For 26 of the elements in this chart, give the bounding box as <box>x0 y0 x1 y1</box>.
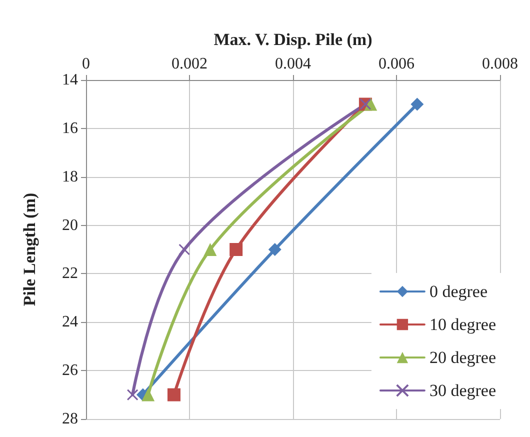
y-tick-label: 28 <box>62 410 78 428</box>
y-tick-label: 20 <box>62 216 78 234</box>
legend-label: 20 degree <box>429 348 496 367</box>
x-tick-label: 0.006 <box>378 56 414 72</box>
point <box>126 389 138 401</box>
legend-label: 10 degree <box>429 315 496 334</box>
x-axis-title: Max. V. Disp. Pile (m) <box>214 30 372 49</box>
y-tick-label: 14 <box>62 72 78 88</box>
y-tick-label: 26 <box>62 362 78 380</box>
point <box>268 243 282 256</box>
legend-label: 0 degree <box>429 282 488 301</box>
point <box>142 388 155 402</box>
y-tick-label: 16 <box>62 120 78 137</box>
point <box>230 243 243 256</box>
point <box>410 98 424 111</box>
y-axis-title: Pile Length (m) <box>20 192 39 306</box>
point <box>167 388 180 402</box>
x-tick-label: 0.004 <box>275 56 311 72</box>
x-tick-label: 0.002 <box>172 56 208 72</box>
y-tick-label: 24 <box>62 314 78 331</box>
point <box>204 243 217 256</box>
y-tick-label: 18 <box>62 168 78 186</box>
y-tick-label: 22 <box>62 265 78 282</box>
legend-label: 30 degree <box>429 381 496 400</box>
x-tick-label: 0.008 <box>482 56 518 72</box>
x-tick-label: 0 <box>82 56 90 72</box>
